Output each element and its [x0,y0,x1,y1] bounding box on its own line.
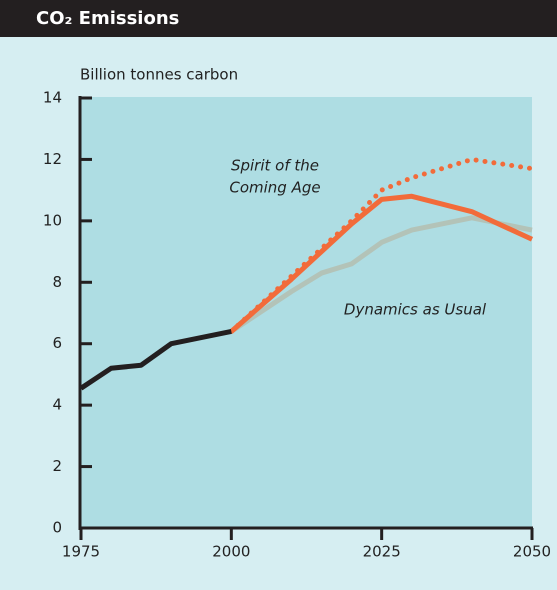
annotation: Dynamics as Usual [344,301,487,319]
plot-area [80,97,532,528]
y-tick-label: 2 [52,457,62,475]
y-tick-label: 0 [52,519,62,537]
y-tick-label: 6 [52,334,62,352]
line [229,193,534,334]
y-tick-label: 10 [43,211,62,229]
y-tick-label: 14 [43,89,62,107]
y-axis-label: Billion tonnes carbon [80,66,238,84]
y-tick-label: 12 [43,150,62,168]
x-tick-label: 2025 [363,543,401,561]
annotation-text: Dynamics as Usual [344,301,487,319]
x-tick-label: 1975 [62,543,100,561]
line [79,328,232,391]
y-tick-label: 4 [52,396,62,414]
annotation-text: Coming Age [229,179,320,197]
y-tick-label: 8 [52,273,62,291]
x-tick-label: 2050 [513,543,551,561]
x-tick-label: 2000 [212,543,250,561]
header-bar [0,0,557,37]
annotation-text: Spirit of the [231,157,319,175]
chart-title: CO₂ Emissions [36,8,179,29]
annotation: Spirit of the Coming Age [229,157,320,197]
line [229,215,533,334]
